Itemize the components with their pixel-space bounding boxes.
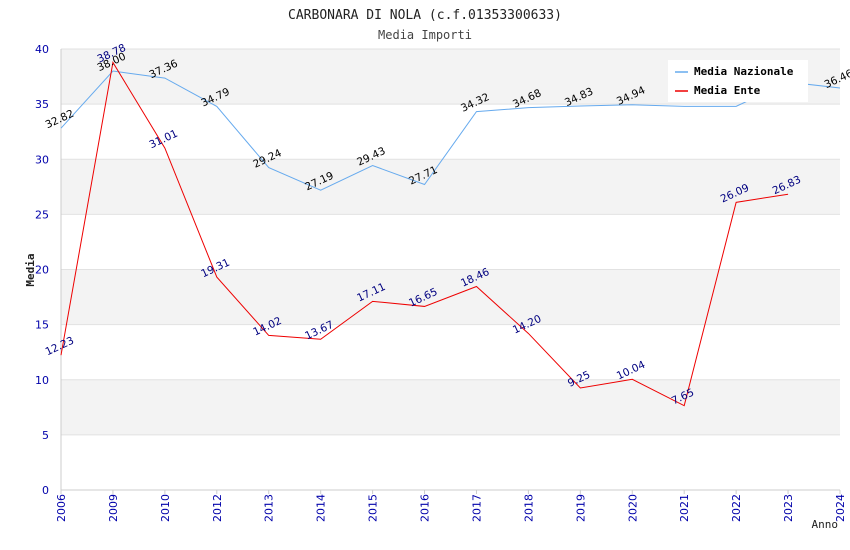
legend-box — [668, 60, 808, 102]
legend-label-media-ente: Media Ente — [694, 84, 761, 97]
x-tick-label: 2023 — [782, 494, 795, 522]
x-tick-label: 2022 — [730, 494, 743, 522]
x-tick-label: 2016 — [419, 494, 432, 522]
x-tick-label: 2012 — [211, 494, 224, 522]
y-tick-label: 30 — [35, 153, 49, 166]
y-tick-label: 25 — [35, 208, 49, 221]
y-axis-label: Media — [24, 253, 37, 286]
x-tick-label: 2006 — [55, 494, 68, 522]
y-tick-label: 20 — [35, 264, 49, 277]
grid-band — [61, 159, 840, 215]
x-tick-label: 2024 — [834, 494, 847, 522]
series-lines — [60, 61, 841, 407]
legend: Media Nazionale Media Ente — [668, 60, 808, 102]
gridlines — [61, 48, 840, 491]
x-axis-label: Anno — [812, 518, 839, 531]
grid-band — [61, 269, 840, 325]
y-tick-label: 5 — [42, 429, 49, 442]
x-tick-label: 2020 — [626, 494, 639, 522]
x-tick-label: 2015 — [367, 494, 380, 522]
series-line-media-nazionale — [60, 70, 841, 191]
x-tick-label: 2018 — [522, 494, 535, 522]
y-tick-label: 10 — [35, 374, 49, 387]
ticks: 0 5 10 15 20 25 30 35 40 2006 2009 2010 2012 2013 2014… — [35, 43, 847, 522]
x-tick-label: 2017 — [470, 494, 483, 522]
x-tick-label: 2013 — [263, 494, 276, 522]
x-tick-label: 2014 — [315, 494, 328, 522]
y-tick-label: 35 — [35, 98, 49, 111]
legend-label-media-nazionale: Media Nazionale — [694, 65, 794, 78]
grid-band — [61, 379, 840, 435]
chart-subtitle: Media Importi — [378, 28, 472, 42]
x-tick-label: 2010 — [159, 494, 172, 522]
y-tick-label: 0 — [42, 484, 49, 497]
y-tick-label: 15 — [35, 319, 49, 332]
x-tick-label: 2019 — [574, 494, 587, 522]
y-tick-label: 40 — [35, 43, 49, 56]
x-tick-label: 2021 — [678, 494, 691, 522]
chart-title: CARBONARA DI NOLA (c.f.01353300633) — [288, 8, 562, 23]
series-line-media-ente — [60, 61, 789, 407]
axes — [60, 49, 840, 491]
x-tick-label: 2009 — [107, 494, 120, 522]
